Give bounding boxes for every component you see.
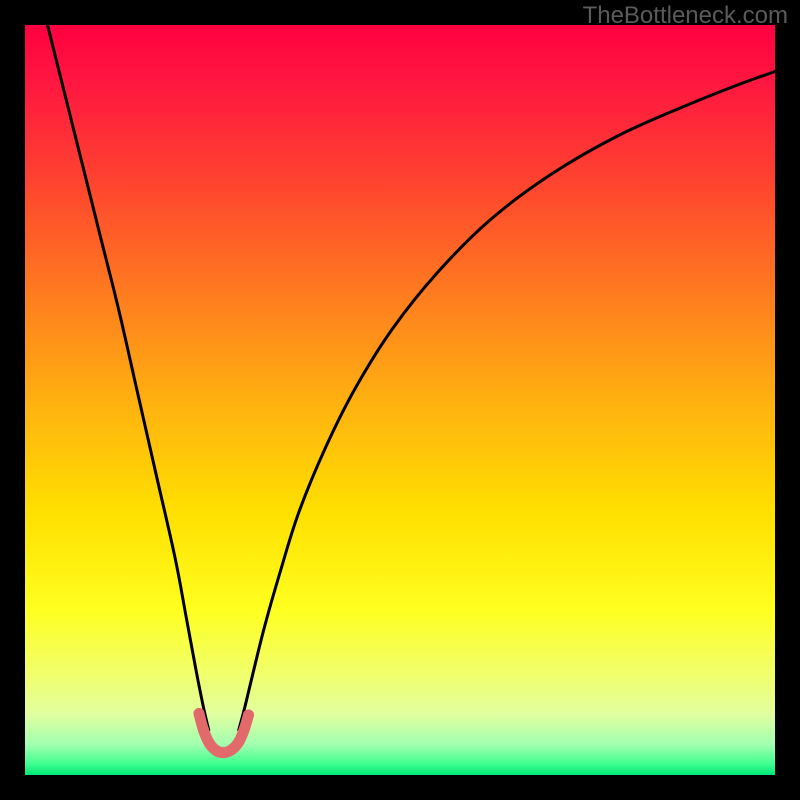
- chart-svg: [0, 0, 800, 800]
- valley-marker: [239, 725, 250, 736]
- watermark-text: TheBottleneck.com: [583, 2, 788, 30]
- plot-background: [25, 25, 775, 775]
- valley-marker: [233, 737, 244, 748]
- chart-container: [0, 0, 800, 800]
- valley-marker: [194, 708, 205, 719]
- valley-marker: [243, 710, 254, 721]
- valley-marker: [198, 725, 209, 736]
